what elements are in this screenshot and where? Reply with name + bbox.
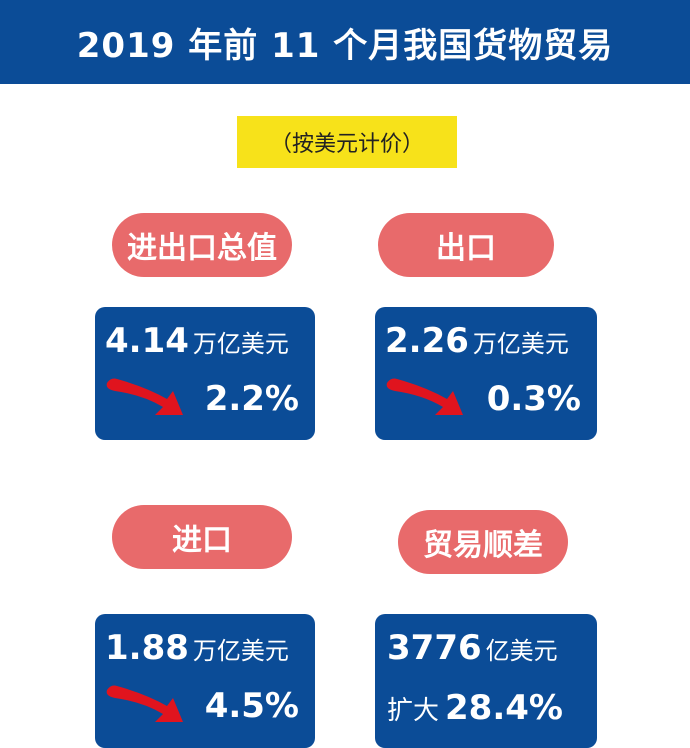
stat-unit: 万亿美元 — [472, 330, 569, 358]
stat-unit: 万亿美元 — [192, 637, 289, 665]
label-pill-export: 出口 — [378, 213, 554, 277]
stat-value: 1.88 — [105, 628, 189, 668]
header-banner: 2019 年前 11 个月我国货物贸易 — [0, 0, 690, 84]
down-arrow-icon — [106, 378, 183, 415]
stat-card-surplus: 3776 亿美元 扩大 28.4% — [375, 614, 597, 748]
stat-value: 2.26 — [385, 321, 469, 361]
stat-change: 4.5% — [204, 686, 299, 726]
subtitle-badge: （按美元计价） — [237, 116, 457, 168]
stat-change: 28.4% — [445, 688, 563, 728]
stat-card-export: 2.26 万亿美元 0.3% — [375, 307, 597, 440]
stat-change: 0.3% — [486, 379, 581, 419]
change-direction-text: 扩大 — [387, 696, 440, 726]
down-arrow-icon — [386, 378, 463, 415]
down-arrow-icon — [106, 685, 183, 722]
label-pill-import: 进口 — [112, 505, 292, 569]
label-pill-total: 进出口总值 — [112, 213, 292, 277]
stat-card-import: 1.88 万亿美元 4.5% — [95, 614, 315, 748]
label-pill-surplus: 贸易顺差 — [398, 510, 568, 574]
stat-value: 4.14 — [105, 321, 189, 361]
stat-value: 3776 — [387, 628, 482, 668]
stat-unit: 万亿美元 — [192, 330, 289, 358]
stat-unit: 亿美元 — [485, 637, 558, 665]
stat-change: 2.2% — [204, 379, 299, 419]
stat-card-total: 4.14 万亿美元 2.2% — [95, 307, 315, 440]
page-title: 2019 年前 11 个月我国货物贸易 — [76, 25, 614, 66]
